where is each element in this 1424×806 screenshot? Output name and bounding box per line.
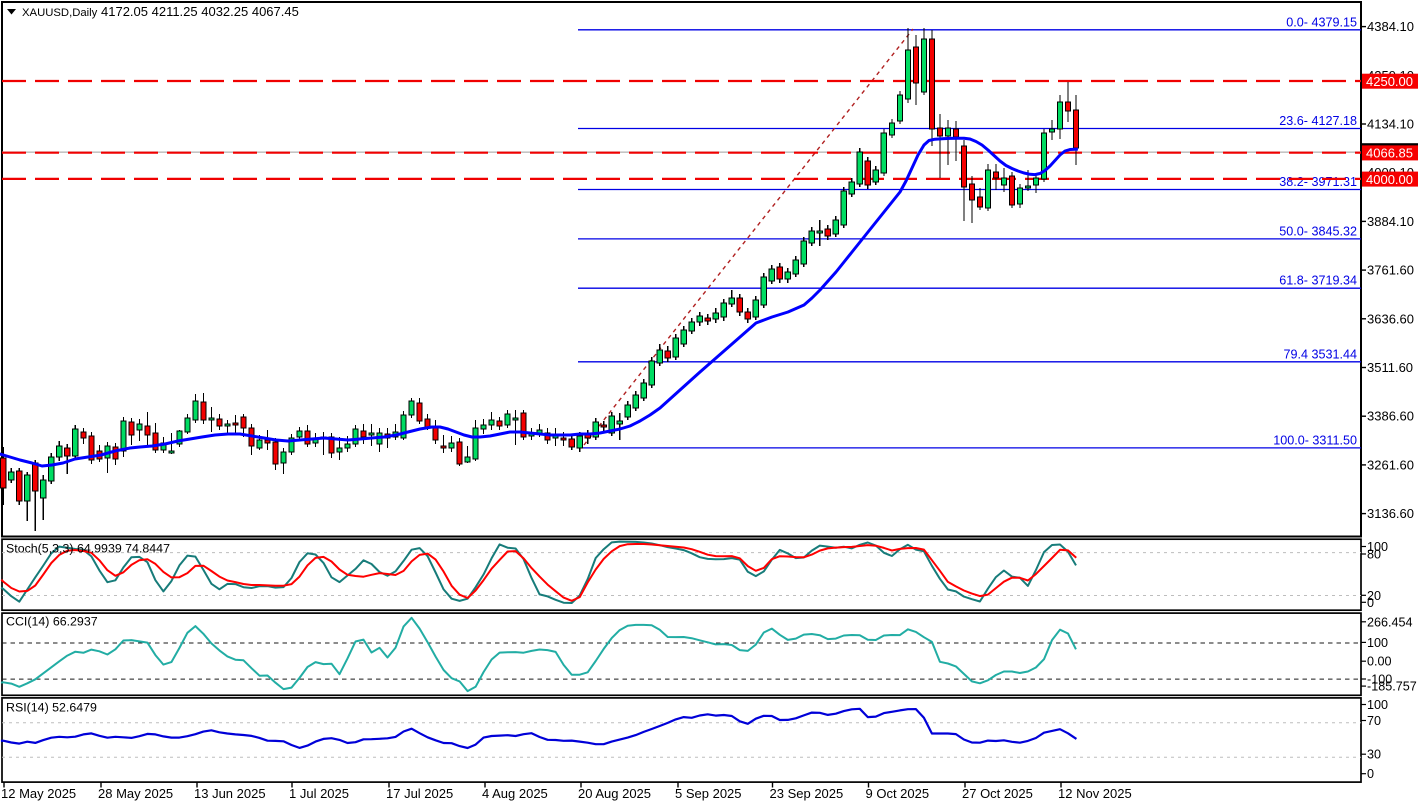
svg-text:30: 30 bbox=[1367, 748, 1381, 762]
svg-text:13 Jun 2025: 13 Jun 2025 bbox=[194, 786, 266, 801]
svg-text:80: 80 bbox=[1367, 548, 1381, 562]
svg-text:3636.60: 3636.60 bbox=[1367, 311, 1414, 326]
svg-text:4134.10: 4134.10 bbox=[1367, 117, 1414, 132]
svg-text:28 May 2025: 28 May 2025 bbox=[98, 786, 173, 801]
svg-text:100: 100 bbox=[1367, 540, 1388, 554]
svg-text:4 Aug 2025: 4 Aug 2025 bbox=[482, 786, 548, 801]
svg-text:4384.10: 4384.10 bbox=[1367, 19, 1414, 34]
svg-text:0: 0 bbox=[1367, 596, 1374, 610]
svg-text:50.0- 3845.32: 50.0- 3845.32 bbox=[1279, 224, 1357, 238]
svg-text:Stoch(5,3,3) 64.9939 74.8447: Stoch(5,3,3) 64.9939 74.8447 bbox=[6, 542, 170, 556]
svg-text:0: 0 bbox=[1367, 767, 1374, 781]
svg-text:23.6- 4127.18: 23.6- 4127.18 bbox=[1279, 114, 1357, 128]
svg-text:RSI(14) 52.6479: RSI(14) 52.6479 bbox=[6, 701, 97, 715]
svg-text:38.2- 3971.31: 38.2- 3971.31 bbox=[1279, 175, 1357, 189]
svg-text:9 Oct 2025: 9 Oct 2025 bbox=[866, 786, 930, 801]
svg-text:20: 20 bbox=[1367, 589, 1381, 603]
svg-text:12 Nov 2025: 12 Nov 2025 bbox=[1058, 786, 1132, 801]
svg-text:-185.757: -185.757 bbox=[1367, 680, 1417, 694]
svg-text:3386.60: 3386.60 bbox=[1367, 409, 1414, 424]
svg-text:12 May 2025: 12 May 2025 bbox=[1, 786, 76, 801]
svg-text:XAUUSD,Daily: XAUUSD,Daily bbox=[22, 7, 98, 19]
svg-text:CCI(14) 66.2937: CCI(14) 66.2937 bbox=[6, 615, 98, 629]
svg-text:5 Sep 2025: 5 Sep 2025 bbox=[675, 786, 742, 801]
svg-text:4066.85: 4066.85 bbox=[1366, 146, 1413, 161]
svg-text:4250.00: 4250.00 bbox=[1366, 74, 1413, 89]
svg-text:4000.00: 4000.00 bbox=[1366, 172, 1413, 187]
svg-text:0.0- 4379.15: 0.0- 4379.15 bbox=[1286, 15, 1357, 29]
svg-text:70: 70 bbox=[1367, 714, 1381, 728]
svg-text:17 Jul 2025: 17 Jul 2025 bbox=[386, 786, 453, 801]
svg-text:23 Sep 2025: 23 Sep 2025 bbox=[770, 786, 844, 801]
svg-text:3136.60: 3136.60 bbox=[1367, 506, 1414, 521]
svg-text:0.00: 0.00 bbox=[1367, 655, 1392, 669]
svg-text:100: 100 bbox=[1367, 636, 1388, 650]
svg-text:100: 100 bbox=[1367, 698, 1388, 712]
svg-text:100.0- 3311.50: 100.0- 3311.50 bbox=[1273, 433, 1357, 447]
svg-text:266.454: 266.454 bbox=[1367, 615, 1413, 629]
svg-text:3511.60: 3511.60 bbox=[1367, 360, 1413, 375]
svg-text:20 Aug 2025: 20 Aug 2025 bbox=[578, 786, 651, 801]
svg-text:3884.10: 3884.10 bbox=[1367, 214, 1414, 229]
svg-text:3261.60: 3261.60 bbox=[1367, 457, 1414, 472]
svg-text:4172.05 4211.25 4032.25 4067.4: 4172.05 4211.25 4032.25 4067.45 bbox=[101, 4, 299, 19]
svg-text:-100: -100 bbox=[1367, 673, 1392, 687]
svg-text:27 Oct 2025: 27 Oct 2025 bbox=[962, 786, 1033, 801]
svg-text:1 Jul 2025: 1 Jul 2025 bbox=[289, 786, 349, 801]
svg-text:79.4 3531.44: 79.4 3531.44 bbox=[1283, 347, 1357, 361]
svg-text:3761.60: 3761.60 bbox=[1367, 263, 1414, 278]
svg-text:61.8- 3719.34: 61.8- 3719.34 bbox=[1279, 274, 1357, 288]
